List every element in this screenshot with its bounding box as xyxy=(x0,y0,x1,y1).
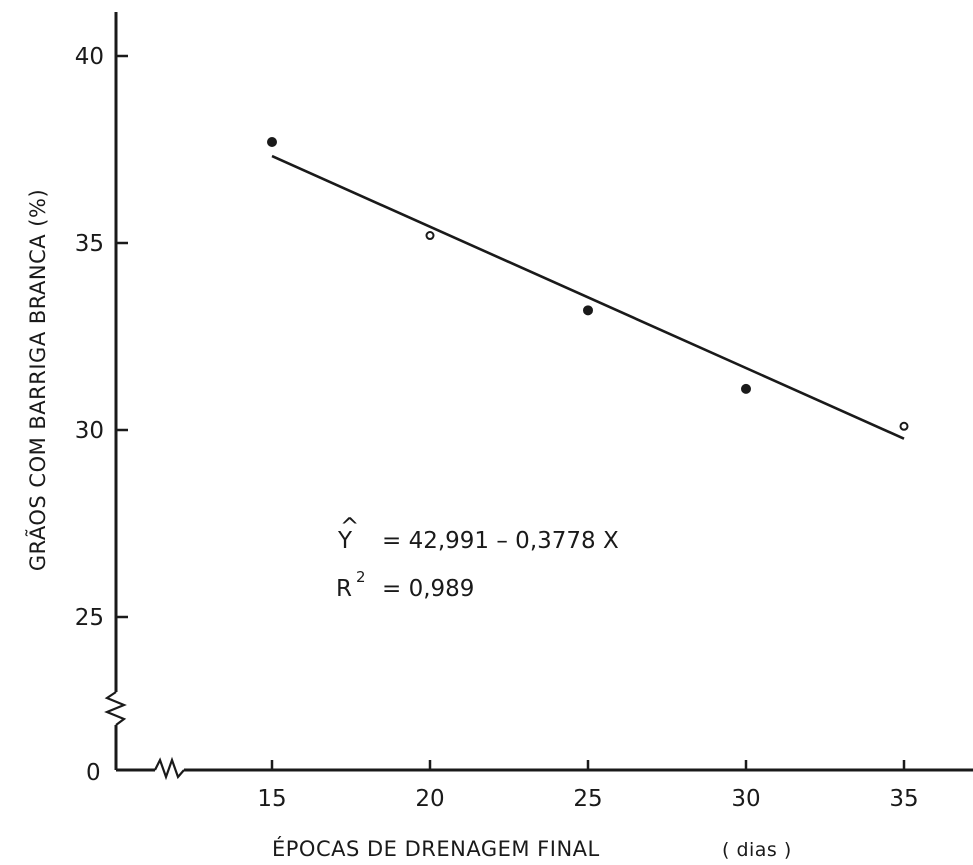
y-tick-label: 30 xyxy=(75,418,104,444)
data-point xyxy=(583,305,593,316)
data-point xyxy=(425,231,435,241)
x-tick-label: 15 xyxy=(257,786,286,812)
x-tick-label: 20 xyxy=(415,786,444,812)
x-axis-break xyxy=(154,756,185,781)
x-axis-title-unit: ( dias ) xyxy=(722,839,792,861)
r2-lhs: R xyxy=(336,576,352,602)
x-tick-label: 25 xyxy=(573,786,602,812)
equation-hat: ^ xyxy=(340,514,359,540)
origin-label: 0 xyxy=(86,760,101,786)
r2-superscript: 2 xyxy=(356,568,366,586)
y-tick-label: 35 xyxy=(75,231,104,257)
x-axis xyxy=(116,756,973,781)
x-tick-label: 35 xyxy=(889,786,918,812)
x-axis-title: ÉPOCAS DE DRENAGEM FINAL ( dias ) xyxy=(272,836,792,861)
equation-rhs: = 42,991 – 0,3778 X xyxy=(382,528,619,554)
y-ticks: 40 35 30 25 xyxy=(75,44,128,631)
r2-rhs: = 0,989 xyxy=(382,576,474,602)
y-tick-label: 25 xyxy=(75,605,104,631)
y-tick-label: 40 xyxy=(75,44,104,70)
regression-equation: ^ Y = 42,991 – 0,3778 X xyxy=(337,514,619,554)
data-point xyxy=(267,137,277,148)
x-ticks: 15 20 25 30 35 xyxy=(257,760,919,812)
x-axis-title-main: ÉPOCAS DE DRENAGEM FINAL xyxy=(272,836,600,861)
data-point xyxy=(899,421,909,431)
y-axis-title: GRÃOS COM BARRIGA BRANCA (%) xyxy=(24,189,50,571)
equation-lhs: Y xyxy=(337,528,353,554)
regression-line xyxy=(271,154,905,440)
data-point xyxy=(741,383,751,394)
x-tick-label: 30 xyxy=(731,786,760,812)
y-axis xyxy=(104,12,127,770)
r-squared: R 2 = 0,989 xyxy=(336,568,474,602)
data-points xyxy=(267,137,909,431)
y-axis-break xyxy=(104,691,127,726)
